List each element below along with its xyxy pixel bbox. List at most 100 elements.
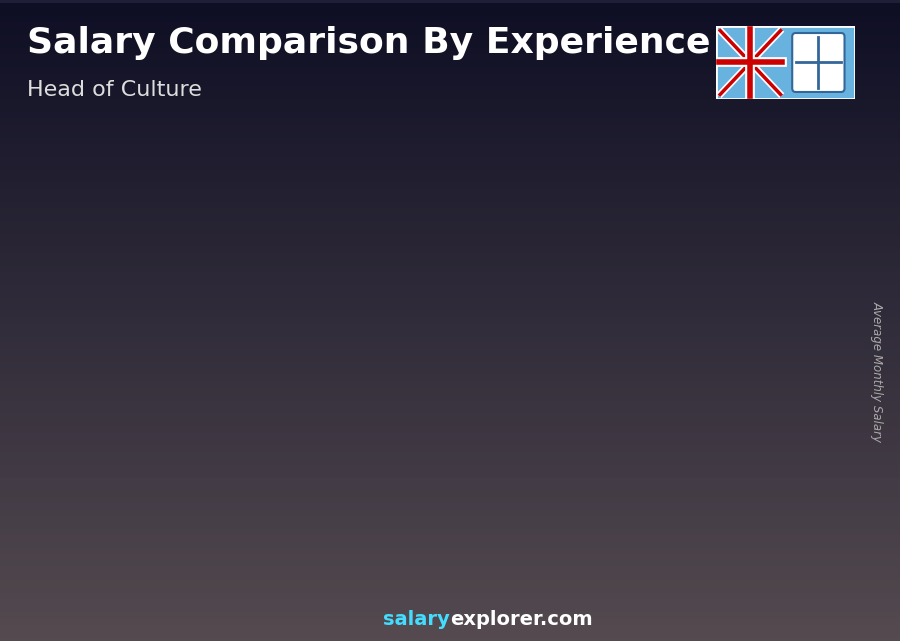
Bar — [0, 561, 900, 567]
Bar — [0, 567, 900, 574]
Bar — [0, 29, 900, 35]
Bar — [0, 157, 900, 163]
Bar — [469, 276, 538, 564]
Bar — [0, 112, 900, 119]
Bar — [0, 330, 900, 337]
Bar — [0, 510, 900, 516]
Bar — [0, 337, 900, 343]
Bar — [0, 54, 900, 61]
Bar — [0, 542, 900, 548]
Bar — [263, 404, 270, 564]
Bar — [0, 221, 900, 228]
Text: 8,950 FJD: 8,950 FJD — [731, 204, 814, 219]
Bar — [0, 234, 900, 240]
Bar — [0, 324, 900, 330]
Bar — [200, 560, 270, 564]
Bar — [0, 369, 900, 375]
Bar — [0, 631, 900, 638]
Bar — [0, 292, 900, 298]
Bar — [0, 311, 900, 317]
Text: salary: salary — [383, 610, 450, 629]
Text: +9%: +9% — [522, 190, 579, 210]
Bar — [0, 375, 900, 381]
Bar — [200, 404, 205, 564]
Bar — [0, 48, 900, 54]
Bar — [0, 260, 900, 266]
Bar — [397, 328, 404, 564]
Bar — [0, 42, 900, 48]
Bar — [0, 215, 900, 221]
Bar — [0, 253, 900, 260]
Bar — [0, 439, 900, 445]
Bar — [0, 599, 900, 606]
Text: Salary Comparison By Experience: Salary Comparison By Experience — [27, 26, 710, 60]
Bar — [0, 593, 900, 599]
Bar — [737, 225, 742, 564]
Bar — [469, 276, 474, 564]
Bar — [0, 247, 900, 253]
Bar — [0, 304, 900, 311]
Bar — [66, 445, 71, 564]
Bar — [0, 176, 900, 183]
Text: explorer.com: explorer.com — [450, 610, 592, 629]
Text: +22%: +22% — [381, 221, 452, 241]
Bar — [0, 587, 900, 593]
Bar — [603, 251, 608, 564]
Bar — [0, 356, 900, 362]
Bar — [0, 35, 900, 42]
Bar — [0, 574, 900, 580]
Bar — [129, 445, 136, 564]
Bar — [0, 3, 900, 10]
Bar — [737, 225, 807, 564]
Bar — [0, 413, 900, 420]
Bar — [0, 106, 900, 112]
Bar — [200, 404, 270, 564]
Bar — [0, 144, 900, 151]
Bar — [0, 285, 900, 292]
Bar — [66, 561, 136, 564]
Bar — [0, 522, 900, 529]
Bar — [0, 67, 900, 74]
Bar — [335, 328, 340, 564]
Text: 7,590 FJD: 7,590 FJD — [463, 255, 544, 271]
Bar — [0, 196, 900, 202]
Bar — [0, 484, 900, 490]
Bar — [0, 445, 900, 452]
Bar — [665, 251, 673, 564]
Bar — [0, 240, 900, 247]
Text: +8%: +8% — [657, 160, 713, 180]
Bar — [0, 503, 900, 510]
Bar — [0, 119, 900, 125]
Bar — [0, 138, 900, 144]
Bar — [0, 535, 900, 542]
Bar — [0, 131, 900, 138]
Bar — [0, 490, 900, 497]
Bar — [469, 557, 538, 564]
Bar — [0, 471, 900, 478]
Bar — [0, 420, 900, 426]
Bar — [0, 554, 900, 561]
Bar — [0, 99, 900, 106]
Bar — [335, 558, 404, 564]
Bar — [0, 202, 900, 208]
Bar — [0, 228, 900, 234]
Bar — [0, 151, 900, 157]
Bar — [0, 317, 900, 324]
Bar — [0, 619, 900, 625]
Bar — [0, 465, 900, 471]
Text: 8,270 FJD: 8,270 FJD — [597, 229, 679, 245]
Bar — [0, 87, 900, 93]
Bar — [603, 556, 673, 564]
Bar — [0, 189, 900, 196]
Bar — [0, 606, 900, 612]
Bar — [0, 401, 900, 407]
Bar — [0, 394, 900, 401]
Bar — [0, 612, 900, 619]
Text: Head of Culture: Head of Culture — [27, 80, 202, 100]
Bar — [0, 93, 900, 99]
Text: 6,220 FJD: 6,220 FJD — [328, 307, 410, 322]
Bar — [0, 279, 900, 285]
Text: 4,210 FJD: 4,210 FJD — [194, 383, 276, 399]
Bar — [603, 251, 673, 564]
Bar — [0, 452, 900, 458]
